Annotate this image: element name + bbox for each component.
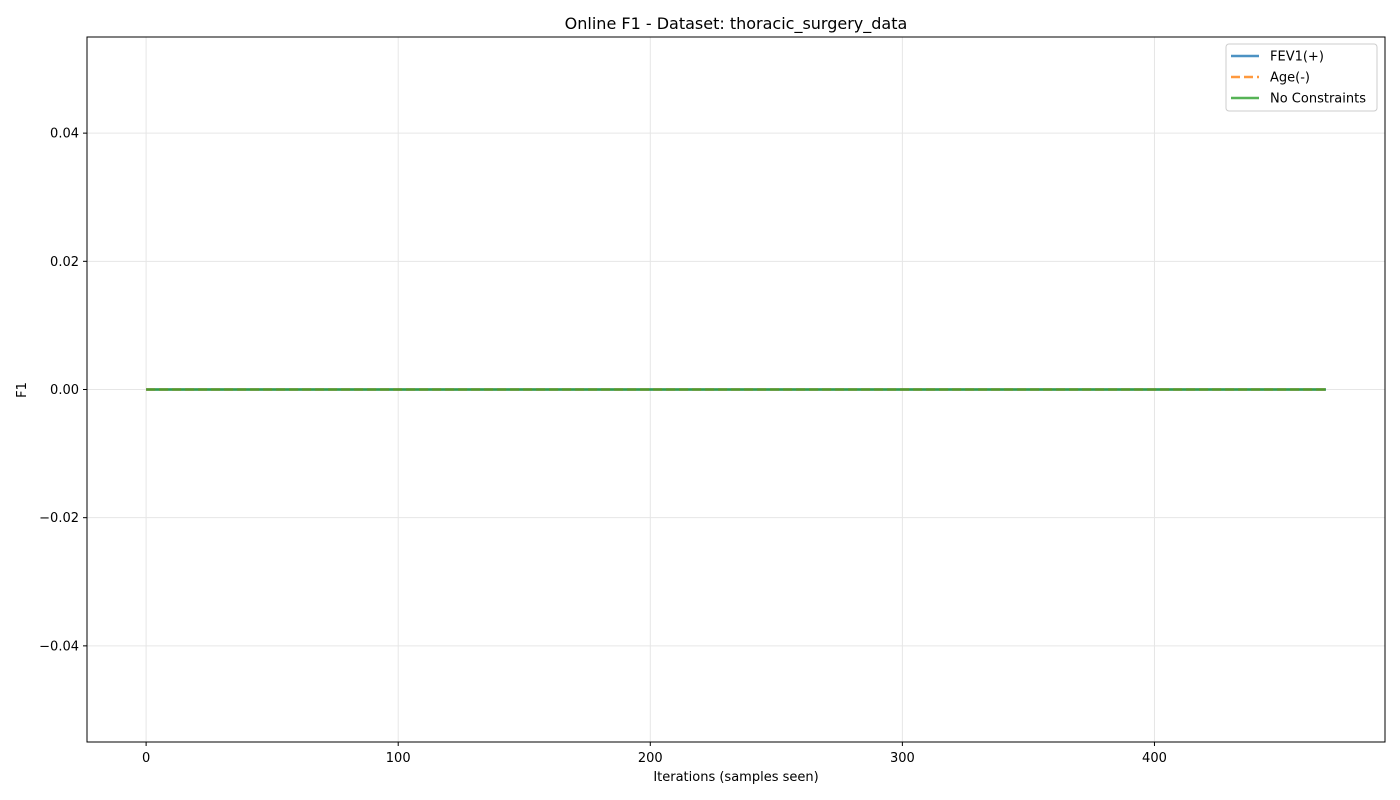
- x-tick-label: 0: [142, 751, 150, 766]
- legend: FEV1(+) Age(-) No Constraints: [1225, 43, 1378, 112]
- legend-label-0: FEV1(+): [1270, 50, 1324, 65]
- y-axis: −0.04 −0.02 0.00 0.02 0.04: [39, 127, 87, 654]
- y-tick-label: 0.02: [50, 255, 79, 270]
- x-axis-label: Iterations (samples seen): [653, 770, 818, 785]
- y-axis-label: F1: [15, 382, 30, 398]
- x-tick-label: 400: [1142, 751, 1167, 766]
- legend-label-1: Age(-): [1270, 71, 1310, 86]
- legend-label-2: No Constraints: [1270, 92, 1366, 107]
- chart-title: Online F1 - Dataset: thoracic_surgery_da…: [565, 14, 908, 34]
- y-tick-label: 0.04: [50, 127, 79, 142]
- x-axis: 0 100 200 300 400: [142, 742, 1167, 766]
- y-tick-label: 0.00: [50, 383, 79, 398]
- plot-area: 0 100 200 300 400 −0.04 −0.02 0.00 0.02 0.04: [39, 36, 1386, 766]
- legend-box: [1225, 43, 1378, 112]
- x-tick-label: 100: [386, 751, 411, 766]
- y-tick-label: −0.04: [39, 639, 79, 654]
- x-tick-label: 300: [890, 751, 915, 766]
- y-tick-label: −0.02: [39, 511, 79, 526]
- x-tick-label: 200: [638, 751, 663, 766]
